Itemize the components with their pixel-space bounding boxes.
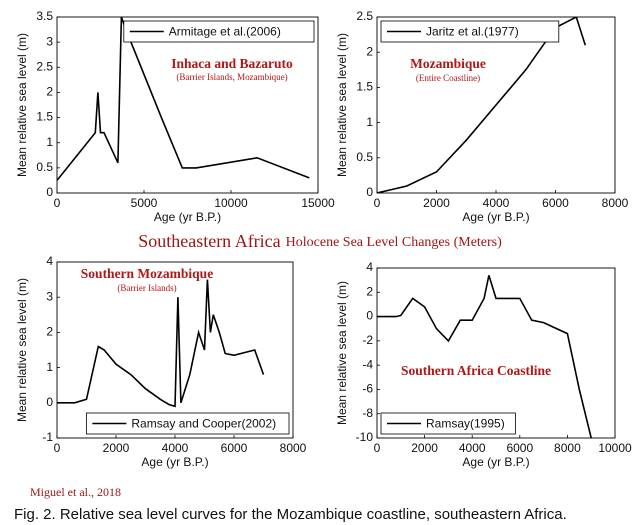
figure-title-main: Southeastern Africa <box>138 231 280 251</box>
y-axis-label: Mean relative sea level (m) <box>335 281 349 425</box>
annotation: Southern Mozambique <box>81 266 213 281</box>
y-tick-label: 0 <box>366 309 373 323</box>
y-tick-label: 3 <box>46 289 53 303</box>
y-tick-label: 0.5 <box>356 150 373 164</box>
data-line <box>57 279 265 408</box>
x-tick-label: 10000 <box>598 441 632 455</box>
x-tick-label: 4000 <box>162 441 189 455</box>
legend-box <box>86 412 290 435</box>
data-line <box>377 275 592 438</box>
x-tick-label: 2000 <box>411 441 438 455</box>
y-tick-label: 4 <box>366 260 373 274</box>
legend-label: Ramsay and Cooper(2002) <box>131 417 276 431</box>
legend-label: Ramsay(1995) <box>426 417 505 431</box>
y-tick-label: 0 <box>46 185 53 199</box>
y-tick-label: -6 <box>362 382 373 396</box>
y-tick-label: 0.5 <box>36 160 53 174</box>
x-axis-label: Age (yr B.P.) <box>141 455 208 469</box>
y-tick-label: 2 <box>46 325 53 339</box>
y-axis-label: Mean relative sea level (m) <box>15 33 29 177</box>
y-tick-label: 0 <box>366 185 373 199</box>
legend-box <box>123 20 315 43</box>
y-tick-label: 3.5 <box>36 9 53 23</box>
x-tick-label: 2000 <box>423 196 450 210</box>
y-tick-label: 4 <box>46 254 53 268</box>
x-tick-label: 10000 <box>214 196 248 210</box>
caption: Fig. 2. Relative sea level curves for th… <box>14 506 567 523</box>
annotation: Inhaca and Bazaruto <box>171 56 293 71</box>
x-tick-label: 5000 <box>131 196 158 210</box>
y-tick-label: 1.5 <box>356 80 373 94</box>
figure-title-sub: Holocene Sea Level Changes (Meters) <box>286 235 502 250</box>
x-axis-label: Age (yr B.P.) <box>154 210 221 224</box>
y-tick-label: 0 <box>46 395 53 409</box>
x-tick-label: 6000 <box>542 196 569 210</box>
legend-box <box>380 20 560 43</box>
annotation: (Entire Coastline) <box>416 73 480 83</box>
y-tick-label: 2.5 <box>356 9 373 23</box>
x-tick-label: 4000 <box>483 196 510 210</box>
data-line <box>377 17 587 193</box>
figure-title: Southeastern Africa Holocene Sea Level Ch… <box>138 231 502 251</box>
annotation: Mozambique <box>410 56 486 71</box>
annotation: Southern Africa Coastline <box>401 363 551 378</box>
x-tick-label: 8000 <box>602 196 629 210</box>
y-axis-label: Mean relative sea level (m) <box>335 33 349 177</box>
x-axis-label: Age (yr B.P.) <box>462 210 529 224</box>
x-tick-label: 6000 <box>506 441 533 455</box>
annotation: (Barrier Islands) <box>117 283 176 293</box>
x-tick-label: 2000 <box>103 441 130 455</box>
x-tick-label: 8000 <box>280 441 307 455</box>
x-tick-label: 0 <box>374 441 381 455</box>
annotation: (Barrier Islands, Mozambique) <box>176 72 287 82</box>
y-tick-label: -8 <box>362 406 373 420</box>
y-tick-label: 1 <box>366 115 373 129</box>
y-tick-label: 2 <box>366 44 373 58</box>
y-tick-label: -1 <box>42 430 53 444</box>
y-tick-label: 1.5 <box>36 110 53 124</box>
y-axis-label: Mean relative sea level (m) <box>15 278 29 422</box>
x-tick-label: 0 <box>374 196 381 210</box>
y-tick-label: 2.5 <box>36 59 53 73</box>
x-tick-label: 0 <box>54 441 61 455</box>
axes-frame <box>56 16 319 194</box>
axes-frame <box>376 267 616 439</box>
x-tick-label: 6000 <box>221 441 248 455</box>
y-tick-label: 1 <box>46 135 53 149</box>
x-axis-label: Age (yr B.P.) <box>462 455 529 469</box>
data-line <box>57 17 310 181</box>
legend-label: Jaritz et al.(1977) <box>426 25 519 39</box>
y-tick-label: 1 <box>46 360 53 374</box>
source: Miguel et al., 2018 <box>30 485 121 499</box>
x-tick-label: 8000 <box>554 441 581 455</box>
y-tick-label: 2 <box>46 85 53 99</box>
x-tick-label: 0 <box>54 196 61 210</box>
y-tick-label: -10 <box>356 430 374 444</box>
axes-frame <box>56 261 294 439</box>
legend-box <box>380 412 516 435</box>
y-tick-label: 3 <box>46 34 53 48</box>
x-tick-label: 4000 <box>459 441 486 455</box>
y-tick-label: -2 <box>362 333 373 347</box>
x-tick-label: 15000 <box>301 196 335 210</box>
legend-label: Armitage et al.(2006) <box>169 25 281 39</box>
axes-frame <box>376 16 616 194</box>
y-tick-label: 2 <box>366 284 373 298</box>
y-tick-label: -4 <box>362 357 373 371</box>
plot-area <box>377 268 615 438</box>
